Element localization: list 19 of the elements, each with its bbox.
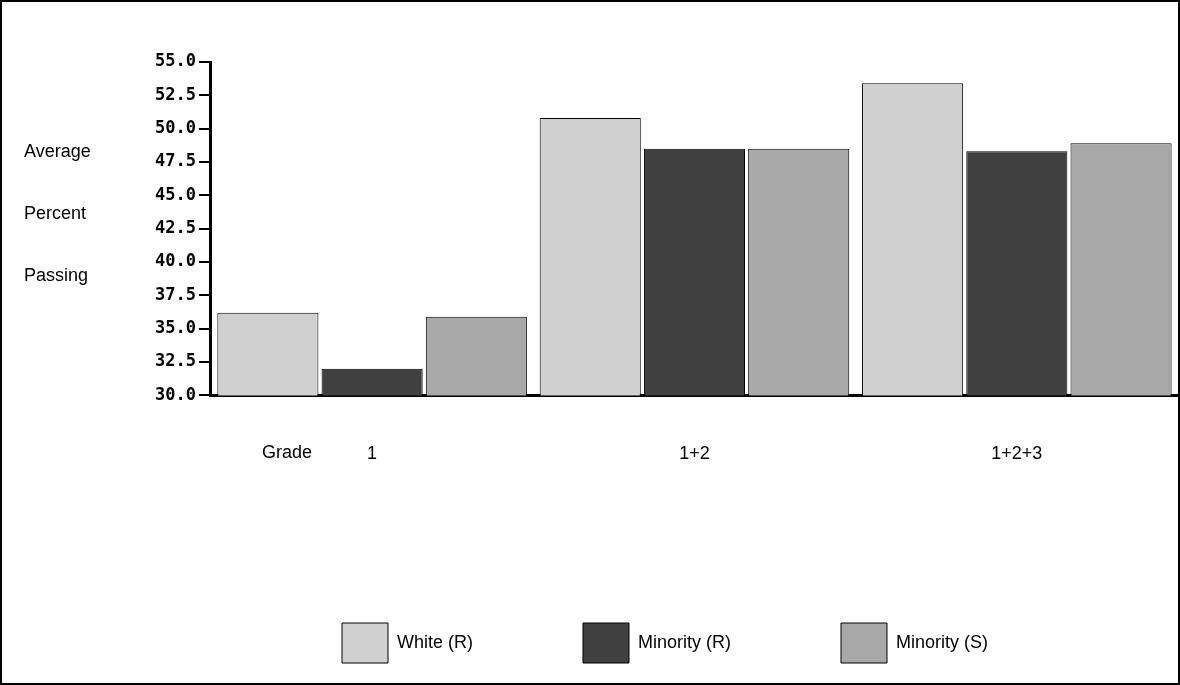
legend-label: Minority (R) [638,631,731,652]
y-tick-label: 30.0 [154,383,196,404]
x-axis-title: Grade [262,442,313,463]
x-tick-label: 1 [367,443,378,464]
x-tick-label: 1+2 [679,443,710,464]
y-tick-label: 45.0 [154,183,196,204]
y-tick-label: 37.5 [154,283,196,304]
x-tick-label: 1+2+3 [991,443,1043,464]
y-tick-label: 35.0 [154,317,196,338]
y-tick-label: 55.0 [154,50,196,71]
y-tick-label: 42.5 [154,217,196,238]
text: Average Percent Passing [24,140,91,285]
y-tick-label: 50.0 [154,117,196,138]
y-tick-label: 47.5 [154,150,196,171]
legend-label: Minority (S) [896,631,989,652]
y-tick-label: 52.5 [154,83,196,104]
y-tick-label: 40.0 [154,250,196,271]
legend-label: White (R) [397,631,473,652]
y-tick-label: 32.5 [154,350,196,371]
